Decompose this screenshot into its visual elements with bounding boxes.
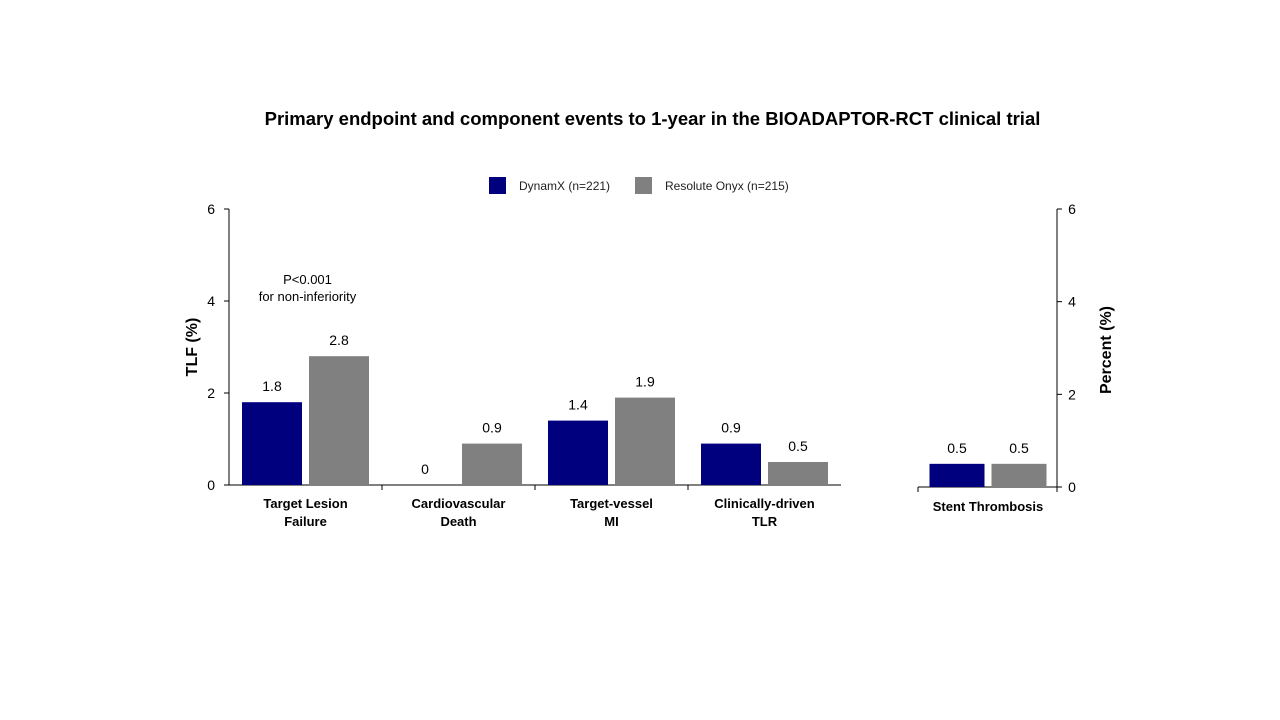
legend-label-2: Resolute Onyx (n=215) [665,179,789,193]
bar-resolute-onyx [991,463,1047,487]
left-y-tick-label: 0 [207,477,215,493]
bar-dynamx [548,420,608,485]
category-label: Failure [284,514,327,529]
bar-value-label: 0.5 [1009,440,1029,456]
legend-label-1: DynamX (n=221) [519,179,610,193]
legend: DynamX (n=221) Resolute Onyx (n=215) [489,177,789,194]
left-y-tick-label: 2 [207,385,215,401]
right-y-axis-title: Percent (%) [1098,306,1115,394]
category-label: Cardiovascular [412,496,506,511]
chart-title: Primary endpoint and component events to… [264,108,1041,129]
category-label: Target Lesion [263,496,347,511]
right-y-tick-label: 4 [1068,294,1076,310]
right-chart: 0 2 4 6 Percent (%) 0.5 0.5 Stent Thrombosis [917,201,1115,514]
bar-resolute-onyx [309,356,369,485]
left-chart: 0 2 4 6 TLF (%) 1.8 2.8 Target Lesion Failure 0 0.… [184,201,841,529]
bar-value-label: 0.5 [788,438,808,454]
bar-value-label: 1.8 [262,378,282,394]
category-label: TLR [752,514,778,529]
bar-value-label: 0.9 [721,420,741,436]
bar-resolute-onyx [768,462,828,485]
category-label: Stent Thrombosis [933,499,1044,514]
left-y-tick-label: 6 [207,201,215,217]
bar-dynamx [929,463,985,487]
bar-dynamx [701,443,761,485]
bar-value-label: 0.5 [947,440,967,456]
bar-resolute-onyx [615,397,675,485]
right-y-tick-label: 2 [1068,386,1076,402]
category-label: Death [440,514,476,529]
left-y-axis-title: TLF (%) [184,318,201,377]
legend-swatch-1 [489,177,506,194]
bar-value-label: 0 [421,461,429,477]
significance-annotation: for non-inferiority [259,289,357,304]
bar-value-label: 1.4 [568,397,588,413]
right-y-tick-label: 0 [1068,479,1076,495]
category-label: Target-vessel [570,496,653,511]
legend-swatch-2 [635,177,652,194]
bar-value-label: 2.8 [329,332,349,348]
bar-dynamx [242,402,302,485]
bar-value-label: 0.9 [482,420,502,436]
significance-annotation: P<0.001 [283,272,332,287]
right-y-tick-label: 6 [1068,201,1076,217]
category-label: Clinically-driven [714,496,814,511]
bar-value-label: 1.9 [635,374,655,390]
bar-resolute-onyx [462,443,522,485]
category-label: MI [604,514,618,529]
left-y-tick-label: 4 [207,293,215,309]
